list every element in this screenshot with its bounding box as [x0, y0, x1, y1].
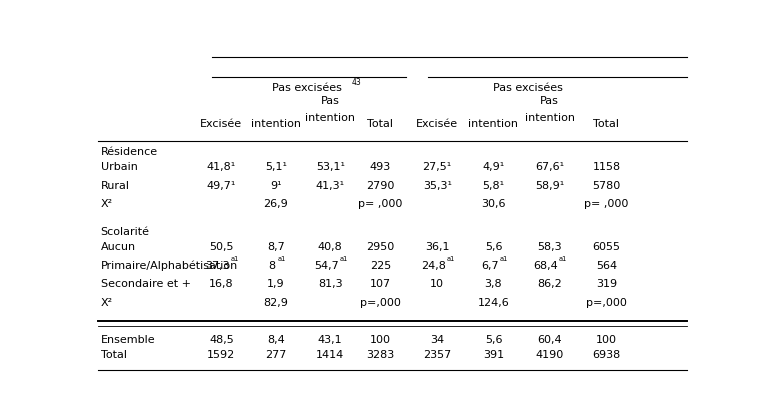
Text: Ensemble: Ensemble [101, 335, 155, 345]
Text: 53,1¹: 53,1¹ [316, 162, 345, 172]
Text: 82,9: 82,9 [264, 298, 289, 308]
Text: Secondaire et +: Secondaire et + [101, 279, 190, 290]
Text: p= ,000: p= ,000 [584, 199, 629, 209]
Text: 6938: 6938 [592, 350, 621, 360]
Text: 391: 391 [483, 350, 504, 360]
Text: 5,1¹: 5,1¹ [265, 162, 287, 172]
Text: Aucun: Aucun [101, 242, 136, 252]
Text: 41,8¹: 41,8¹ [207, 162, 236, 172]
Text: Primaire/Alphabétisation: Primaire/Alphabétisation [101, 261, 238, 271]
Text: a1: a1 [558, 256, 567, 262]
Text: a1: a1 [339, 256, 347, 262]
Text: 41,3¹: 41,3¹ [316, 180, 345, 190]
Text: 43: 43 [352, 78, 361, 87]
Text: 277: 277 [265, 350, 286, 360]
Text: 49,7¹: 49,7¹ [207, 180, 236, 190]
Text: 8,7: 8,7 [267, 242, 285, 252]
Text: Urbain: Urbain [101, 162, 137, 172]
Text: 6,7: 6,7 [481, 261, 498, 271]
Text: p= ,000: p= ,000 [358, 199, 402, 209]
Text: X²: X² [101, 199, 112, 209]
Text: 58,9¹: 58,9¹ [535, 180, 564, 190]
Text: a1: a1 [500, 256, 508, 262]
Text: 60,4: 60,4 [537, 335, 562, 345]
Text: 68,4: 68,4 [534, 261, 558, 271]
Text: 2357: 2357 [423, 350, 452, 360]
Text: Total: Total [101, 350, 126, 360]
Text: intention: intention [525, 113, 575, 123]
Text: Pas excisées: Pas excisées [272, 83, 342, 93]
Text: 43,1: 43,1 [318, 335, 342, 345]
Text: 16,8: 16,8 [209, 279, 234, 290]
Text: 5,6: 5,6 [484, 335, 502, 345]
Text: 124,6: 124,6 [477, 298, 509, 308]
Text: 225: 225 [370, 261, 391, 271]
Text: a1: a1 [277, 256, 285, 262]
Text: 81,3: 81,3 [318, 279, 342, 290]
Text: 8: 8 [268, 261, 276, 271]
Text: 30,6: 30,6 [481, 199, 505, 209]
Text: 1,9: 1,9 [267, 279, 285, 290]
Text: 24,8: 24,8 [421, 261, 446, 271]
Text: p=,000: p=,000 [360, 298, 401, 308]
Text: intention: intention [251, 119, 301, 129]
Text: 86,2: 86,2 [537, 279, 562, 290]
Text: 35,3¹: 35,3¹ [423, 180, 452, 190]
Text: 54,7: 54,7 [314, 261, 339, 271]
Text: 5,8¹: 5,8¹ [482, 180, 505, 190]
Text: 5,6: 5,6 [484, 242, 502, 252]
Text: intention: intention [469, 119, 519, 129]
Text: Résidence: Résidence [101, 146, 158, 156]
Text: 37,3: 37,3 [205, 261, 230, 271]
Text: Excisée: Excisée [417, 119, 459, 129]
Text: 34: 34 [430, 335, 445, 345]
Text: 8,4: 8,4 [267, 335, 285, 345]
Text: Rural: Rural [101, 180, 129, 190]
Text: X²: X² [101, 298, 112, 308]
Text: 50,5: 50,5 [209, 242, 234, 252]
Text: 4,9¹: 4,9¹ [482, 162, 505, 172]
Text: Scolarité: Scolarité [101, 227, 150, 237]
Text: 36,1: 36,1 [425, 242, 449, 252]
Text: 3,8: 3,8 [484, 279, 502, 290]
Text: 48,5: 48,5 [209, 335, 234, 345]
Text: 107: 107 [370, 279, 391, 290]
Text: 100: 100 [596, 335, 617, 345]
Text: 2790: 2790 [367, 180, 395, 190]
Text: Pas: Pas [541, 95, 559, 105]
Text: 6055: 6055 [593, 242, 620, 252]
Text: 564: 564 [596, 261, 617, 271]
Text: p=,000: p=,000 [586, 298, 627, 308]
Text: a1: a1 [446, 256, 455, 262]
Text: 27,5¹: 27,5¹ [423, 162, 452, 172]
Text: 26,9: 26,9 [264, 199, 288, 209]
Text: 493: 493 [370, 162, 391, 172]
Text: 100: 100 [370, 335, 391, 345]
Text: 40,8: 40,8 [318, 242, 342, 252]
Text: 9¹: 9¹ [270, 180, 282, 190]
Text: 67,6¹: 67,6¹ [535, 162, 564, 172]
Text: 5780: 5780 [592, 180, 621, 190]
Text: a1: a1 [230, 256, 239, 262]
Text: Pas: Pas [321, 95, 339, 105]
Text: 4190: 4190 [536, 350, 564, 360]
Text: Total: Total [594, 119, 619, 129]
Text: 2950: 2950 [367, 242, 395, 252]
Text: 1592: 1592 [207, 350, 236, 360]
Text: 10: 10 [431, 279, 445, 290]
Text: Excisée: Excisée [200, 119, 243, 129]
Text: Total: Total [367, 119, 393, 129]
Text: 3283: 3283 [367, 350, 395, 360]
Text: 1158: 1158 [593, 162, 621, 172]
Text: 319: 319 [596, 279, 617, 290]
Text: intention: intention [305, 113, 355, 123]
Text: Pas excisées: Pas excisées [493, 83, 563, 93]
Text: 1414: 1414 [316, 350, 344, 360]
Text: 58,3: 58,3 [537, 242, 562, 252]
